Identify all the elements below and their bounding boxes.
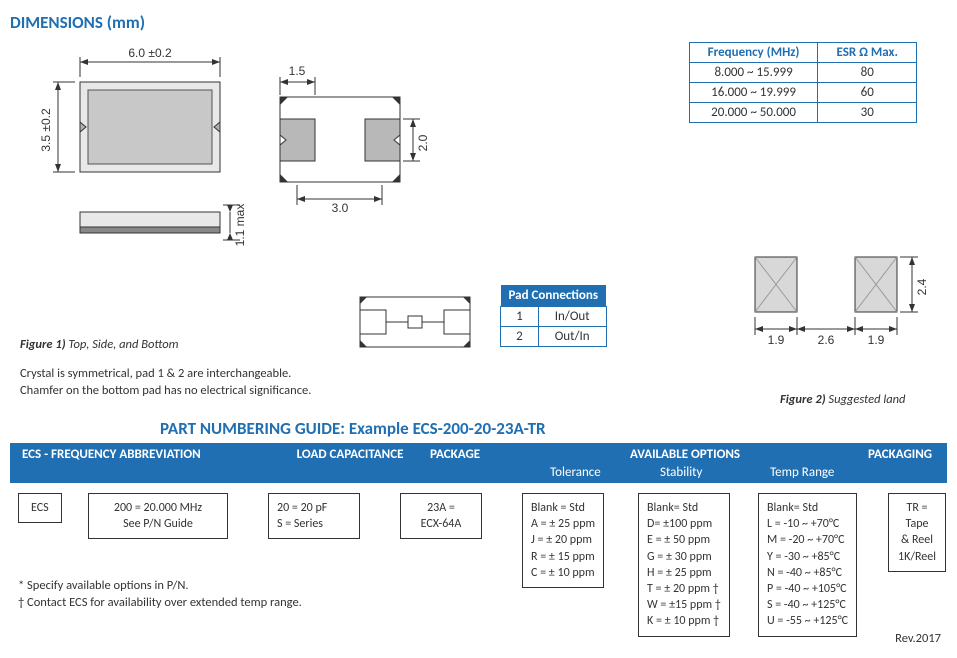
figure1-caption: Figure 1) Top, Side, and Bottom [20, 337, 311, 352]
pn-col-temprange: Temp Range [770, 465, 834, 480]
dim-width: 6.0 ±0.2 [128, 46, 172, 60]
pn-box-freq: 200 = 20.000 MHz See P/N Guide [88, 493, 228, 539]
esr-header-freq: Frequency (MHz) [689, 43, 818, 63]
pn-col-stability: Stability [660, 465, 702, 480]
pn-col-packaging: PACKAGING [868, 447, 932, 462]
pn-box-stability: Blank= Std D= ±100 ppm E = ± 50 ppm G = … [638, 493, 730, 637]
pn-col-tolerance: Tolerance [550, 465, 601, 480]
dim-pad-w: 1.5 [289, 64, 306, 78]
dim-land-h: 2.4 [915, 278, 929, 295]
pn-col-package: PACKAGE [430, 447, 480, 462]
footnote-temp: † Contact ECS for availability over exte… [18, 595, 302, 612]
pn-guide-title: PART NUMBERING GUIDE: Example ECS-200-20… [160, 418, 947, 439]
pn-col-options: AVAILABLE OPTIONS [630, 447, 740, 462]
dim-land-gap: 2.6 [818, 333, 835, 347]
esr-cell: 8.000 ~ 15.999 [689, 63, 818, 83]
esr-cell: 16.000 ~ 19.999 [689, 83, 818, 103]
pn-guide-header: ECS - FREQUENCY ABBREVIATION LOAD CAPACI… [10, 443, 947, 483]
esr-cell: 80 [818, 63, 917, 83]
drawing-outline-small [350, 287, 480, 357]
pad-connections-table: Pad Connections 1In/Out 2Out/In [500, 285, 607, 347]
figure2-caption: Figure 2) Suggested land [780, 392, 905, 407]
drawing-bottom-view: 1.5 2.0 3.0 [255, 47, 435, 217]
pad-cell: Out/In [538, 327, 606, 347]
dim-height: 3.5 ±0.2 [39, 108, 53, 152]
pad-cell: In/Out [538, 307, 606, 327]
pn-col-ecs-freq: ECS - FREQUENCY ABBREVIATION [22, 447, 201, 462]
pn-box-temprange: Blank= Std L = -10 ~ +70°C M = -20 ~ +70… [758, 493, 857, 637]
revision: Rev.2017 [895, 631, 941, 646]
dim-land-w2: 1.9 [868, 333, 885, 347]
esr-table: Frequency (MHz)ESR Ω Max. 8.000 ~ 15.999… [689, 42, 917, 123]
dim-thickness: 1.1 max [233, 204, 247, 247]
footnote-options: * Specify available options in P/N. [18, 578, 189, 595]
drawing-side-view: 1.1 max [30, 202, 260, 262]
esr-cell: 20.000 ~ 50.000 [689, 103, 818, 123]
drawing-top-view: 6.0 ±0.2 3.5 ±0.2 [30, 42, 230, 212]
pn-box-tolerance: Blank = Std A = ± 25 ppm J = ± 20 ppm R … [522, 493, 604, 588]
pad-cell: 2 [501, 327, 539, 347]
section-title: DIMENSIONS (mm) [10, 12, 947, 33]
note-symmetrical: Crystal is symmetrical, pad 1 & 2 are in… [20, 366, 311, 383]
esr-header-esr: ESR Ω Max. [818, 43, 917, 63]
pn-box-packaging: TR = Tape & Reel 1K/Reel [888, 493, 946, 572]
drawing-suggested-land: 2.4 1.9 2.6 1.9 [740, 247, 950, 357]
esr-cell: 60 [818, 83, 917, 103]
pad-cell: 1 [501, 307, 539, 327]
pn-box-package: 23A = ECX-64A [400, 493, 482, 539]
dim-land-w1: 1.9 [768, 333, 785, 347]
pad-title: Pad Connections [501, 285, 607, 307]
dim-pad-h: 2.0 [416, 134, 430, 151]
dim-pad-pitch: 3.0 [332, 201, 349, 215]
pn-box-load: 20 = 20 pF S = Series [268, 493, 360, 539]
pn-col-load: LOAD CAPACITANCE [295, 447, 405, 462]
esr-cell: 30 [818, 103, 917, 123]
note-chamfer: Chamfer on the bottom pad has no electri… [20, 383, 311, 400]
pn-box-ecs: ECS [18, 493, 62, 523]
